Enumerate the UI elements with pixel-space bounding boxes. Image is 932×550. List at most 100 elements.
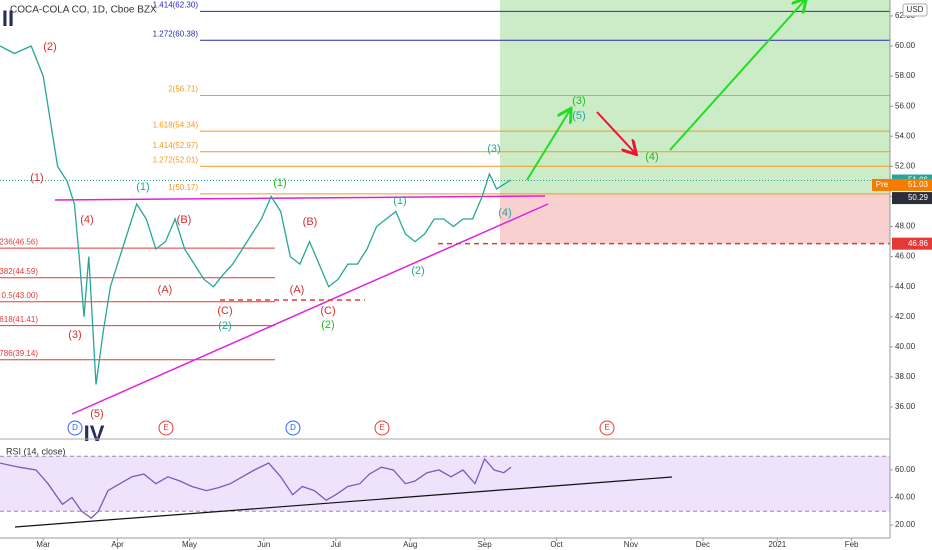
trendline (71, 203, 549, 415)
y-tick-label: 42.00 (895, 312, 916, 321)
wave-label: (1) (393, 195, 406, 207)
arrow-up (526, 110, 570, 181)
wave-label: (4) (80, 214, 93, 226)
time-axis (0, 538, 932, 550)
wave-label: (2) (218, 320, 231, 332)
price-tag (892, 192, 932, 205)
wave-label: (5) (90, 408, 103, 420)
wave-label: (2) (43, 41, 56, 53)
fib-label: 0.236(46.56) (0, 237, 38, 246)
x-tick-label: May (182, 540, 197, 549)
currency: USD (907, 5, 924, 14)
wave-label: (C) (217, 305, 232, 317)
x-tick-label: Jul (331, 540, 341, 549)
y-tick-label: 48.00 (895, 222, 916, 231)
wave-label: (2) (321, 319, 334, 331)
price-axis (890, 0, 932, 550)
event-label: D (72, 423, 78, 432)
wave-label: (A) (158, 284, 173, 296)
neckline (54, 195, 546, 201)
arrow-down (596, 111, 635, 153)
stop-zone (500, 193, 890, 244)
wave-label: II (2, 6, 14, 31)
event-label: E (163, 423, 168, 432)
fib-label: 1(50.17) (168, 183, 198, 192)
y-tick-label: 60.00 (895, 465, 916, 474)
x-tick-label: Aug (403, 540, 417, 549)
target-zone (500, 0, 890, 194)
y-tick-label: 44.00 (895, 282, 916, 291)
rsi-line (0, 457, 512, 519)
fib-label: 1.272(52.01) (153, 155, 199, 164)
rsi-trendline (14, 476, 673, 528)
event-marker (374, 420, 390, 436)
x-tick-label: Nov (624, 540, 638, 549)
wave-label: (3) (572, 95, 585, 107)
wave-label: (1) (30, 172, 43, 184)
x-tick-label: Mar (36, 540, 50, 549)
price-tag (892, 178, 932, 191)
event-marker (67, 420, 83, 436)
wave-label: (4) (498, 207, 511, 219)
y-tick-label: 40.00 (895, 493, 916, 502)
y-tick-label: 46.00 (895, 252, 916, 261)
wave-label: (1) (273, 177, 286, 189)
price-line (0, 45, 512, 385)
fib-label: 2(56.71) (168, 85, 198, 94)
rsi-title: RSI (14, close) (6, 446, 66, 456)
price-tag-label: 51.03 (908, 180, 929, 189)
wave-label: (5) (572, 110, 585, 122)
event-marker (599, 420, 615, 436)
x-tick-label: Oct (550, 540, 563, 549)
y-tick-label: 40.00 (895, 342, 916, 351)
y-tick-label: 36.00 (895, 402, 916, 411)
y-tick-label: 52.00 (895, 161, 916, 170)
wave-label: (3) (68, 329, 81, 341)
event-label: E (379, 423, 384, 432)
wave-label: (C) (320, 305, 335, 317)
price-tag-prefix-label: Pre (876, 180, 889, 189)
price-tag-prefix (872, 178, 892, 191)
y-tick-label: 56.00 (895, 101, 916, 110)
y-tick-label: 60.00 (895, 41, 916, 50)
wave-label: (A) (290, 284, 305, 296)
wave-label: IV (84, 421, 105, 446)
wave-label: (B) (177, 214, 192, 226)
y-tick-label: 38.00 (895, 372, 916, 381)
wave-label: (4) (645, 151, 658, 163)
event-label: E (604, 423, 609, 432)
event-label: D (290, 423, 296, 432)
currency-box (902, 3, 928, 17)
chart-title: COCA-COLA CO, 1D, Cboe BZX (10, 5, 157, 16)
arrow-up (669, 0, 805, 151)
event-marker (285, 420, 301, 436)
x-tick-label: Jun (257, 540, 270, 549)
fib-label: 1.618(54.34) (153, 120, 199, 129)
fib-label: 0.382(44.59) (0, 267, 38, 276)
event-marker (158, 420, 174, 436)
x-tick-label: 2021 (768, 540, 786, 549)
price-tag-label: 50.29 (908, 193, 929, 202)
price-tag-label: 46.86 (908, 239, 929, 248)
x-tick-label: Feb (845, 540, 859, 549)
price-tag (892, 237, 932, 250)
y-tick-label: 20.00 (895, 520, 916, 529)
y-tick-label: 54.00 (895, 131, 916, 140)
fib-label: 1.414(62.30) (153, 1, 199, 10)
wave-label: (3) (487, 143, 500, 155)
wave-label: (B) (303, 216, 318, 228)
fib-label: 0.5(43.00) (2, 291, 39, 300)
wave-label: (2) (411, 265, 424, 277)
x-tick-label: Apr (111, 540, 124, 549)
fib-label: 0.786(39.14) (0, 349, 38, 358)
x-tick-label: Sep (477, 540, 492, 549)
y-tick-label: 58.00 (895, 71, 916, 80)
fib-label: 1.414(52.97) (153, 141, 199, 150)
x-tick-label: Dec (696, 540, 710, 549)
fib-label: 1.272(60.38) (153, 29, 199, 38)
fib-label: 0.618(41.41) (0, 315, 38, 324)
rsi-band (0, 456, 890, 512)
wave-label: (1) (136, 181, 149, 193)
